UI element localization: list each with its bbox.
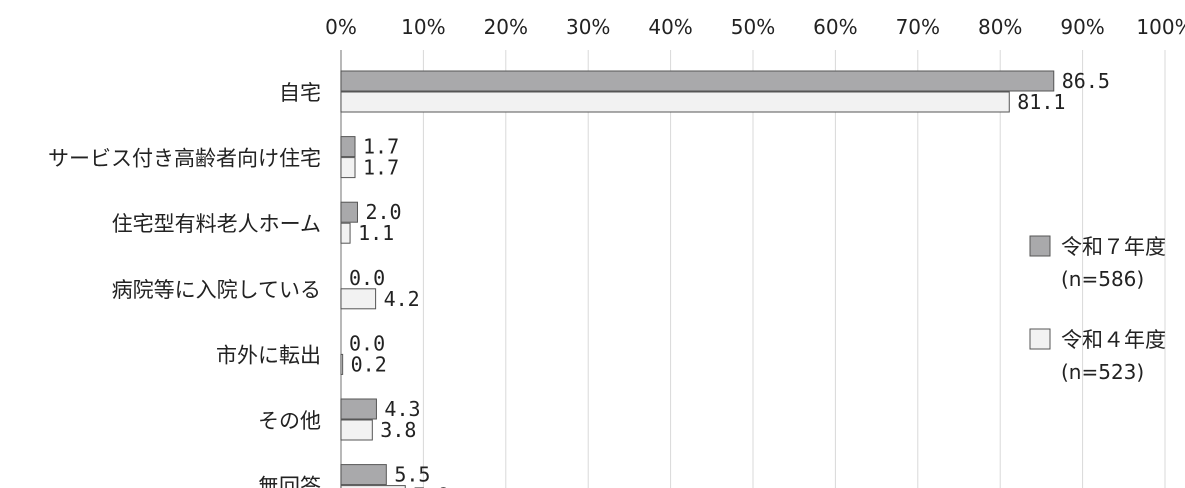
- category-label: 無回答: [258, 475, 321, 488]
- bar: [340, 419, 373, 441]
- legend-swatch: [1029, 235, 1051, 257]
- x-tick-label: 70%: [896, 15, 940, 39]
- bar: [340, 464, 387, 486]
- x-tick-label: 30%: [566, 15, 610, 39]
- data-label: 4.3: [384, 397, 420, 421]
- x-axis-ticks: 0% 10% 20% 30% 40% 50% 60% 70% 80% 90% 100%: [325, 15, 1185, 39]
- data-label: 2.0: [365, 200, 401, 224]
- bar: [340, 157, 356, 179]
- bar: [340, 398, 377, 420]
- data-label: 0.0: [349, 331, 385, 355]
- x-tick-label: 60%: [813, 15, 857, 39]
- x-tick-label: 0%: [325, 15, 357, 39]
- x-tick-label: 80%: [978, 15, 1022, 39]
- data-label: 0.0: [349, 266, 385, 290]
- data-label: 81.1: [1017, 90, 1065, 114]
- category-labels: 自宅サービス付き高齢者向け住宅住宅型有料老人ホーム病院等に入院している市外に転出…: [48, 81, 321, 488]
- category-label: 市外に転出: [216, 343, 321, 367]
- data-label: 1.1: [358, 221, 394, 245]
- legend-swatch: [1029, 328, 1051, 350]
- bar: [340, 91, 1010, 113]
- bar: [340, 70, 1055, 92]
- data-label: 1.7: [363, 135, 399, 159]
- x-tick-label: 10%: [401, 15, 445, 39]
- legend-label: 令和４年度: [1061, 328, 1166, 352]
- legend-label: 令和７年度: [1061, 235, 1166, 259]
- bar: [340, 353, 344, 375]
- data-label: 5.5: [394, 463, 430, 487]
- data-label: 7.8: [413, 484, 449, 488]
- bar: [340, 485, 406, 488]
- category-label: その他: [258, 409, 321, 433]
- data-labels: 86.581.11.71.72.01.10.04.20.00.24.33.85.…: [349, 69, 1110, 488]
- bars: [340, 70, 1055, 488]
- legend-sample-size: (n=523): [1061, 360, 1144, 384]
- data-label: 4.2: [384, 287, 420, 311]
- data-label: 1.7: [363, 156, 399, 180]
- x-tick-label: 50%: [731, 15, 775, 39]
- category-label: 自宅: [279, 81, 321, 105]
- bar: [340, 222, 351, 244]
- category-label: サービス付き高齢者向け住宅: [48, 147, 321, 171]
- data-label: 86.5: [1062, 69, 1110, 93]
- x-tick-label: 20%: [484, 15, 528, 39]
- category-label: 病院等に入院している: [112, 278, 321, 302]
- bar: [340, 201, 358, 223]
- legend: 令和７年度 (n=586) 令和４年度 (n=523): [1029, 235, 1166, 384]
- x-tick-label: 90%: [1060, 15, 1104, 39]
- data-label: 0.2: [351, 352, 387, 376]
- x-tick-label: 40%: [648, 15, 692, 39]
- x-tick-label: 100%: [1136, 15, 1185, 39]
- bar: [340, 288, 377, 310]
- grid-lines: [340, 50, 1166, 488]
- legend-sample-size: (n=586): [1061, 267, 1144, 291]
- bar: [340, 136, 356, 158]
- data-label: 3.8: [380, 418, 416, 442]
- category-label: 住宅型有料老人ホーム: [112, 212, 321, 236]
